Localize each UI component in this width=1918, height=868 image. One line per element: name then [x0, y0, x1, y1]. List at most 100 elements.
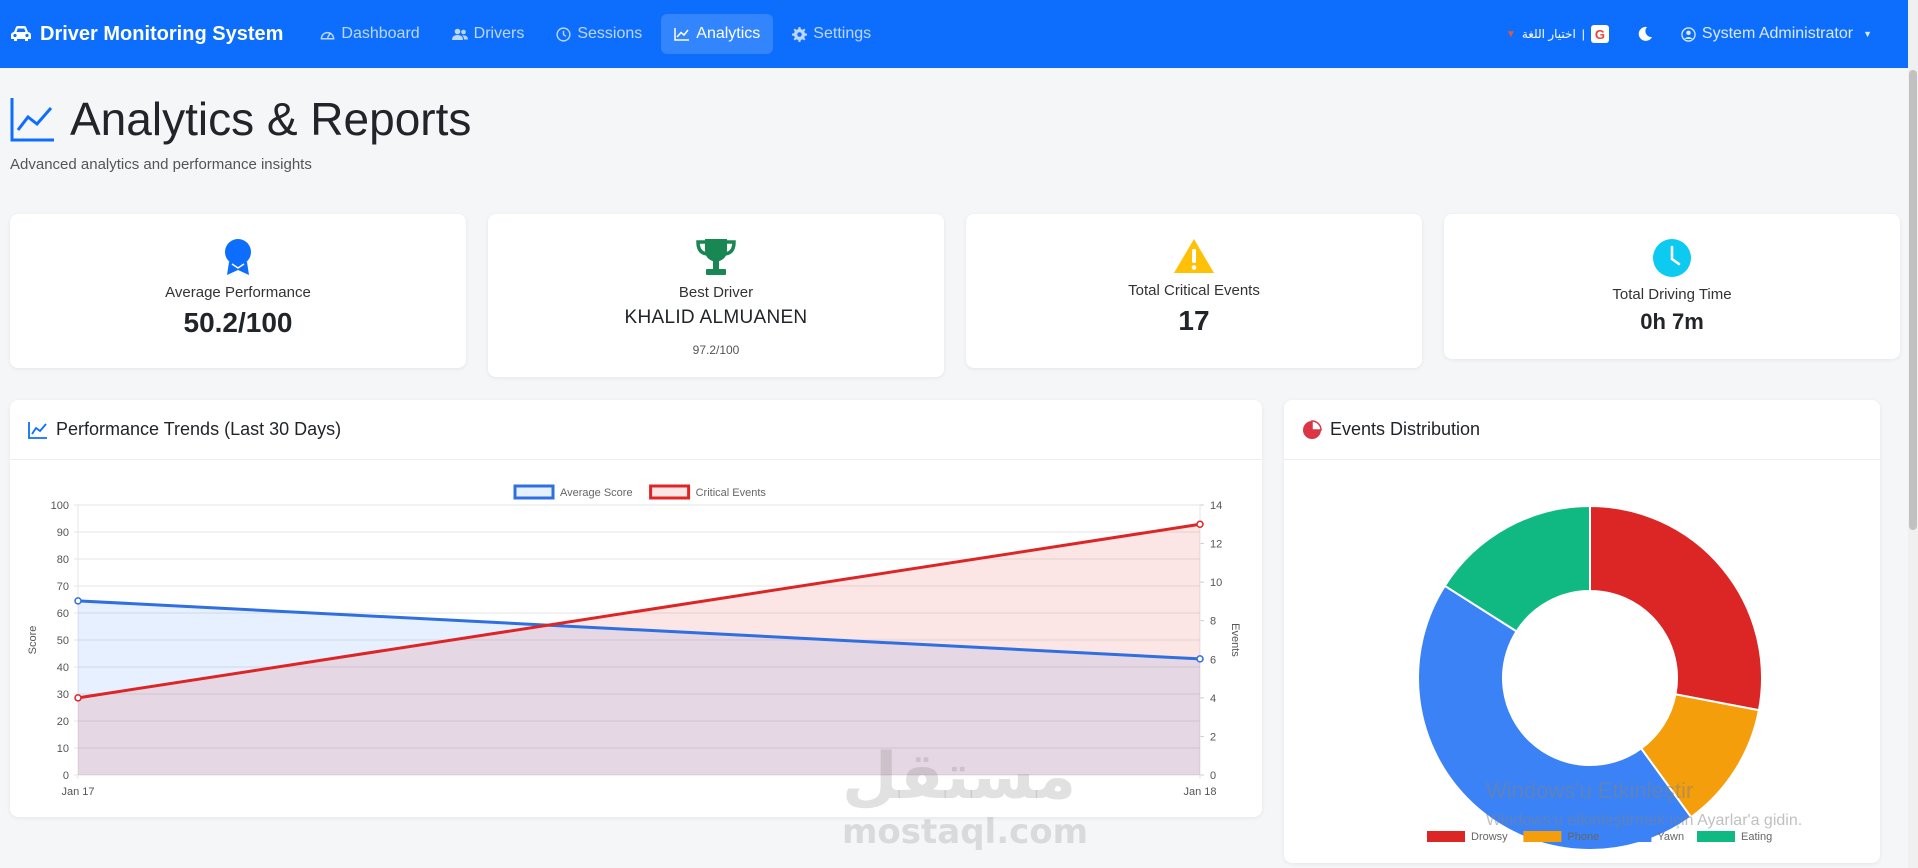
y-tick-label: 20: [57, 716, 69, 728]
card-title: Performance Trends (Last 30 Days): [56, 419, 342, 439]
legend-swatch: [1697, 831, 1735, 842]
data-point: [74, 694, 82, 702]
stat-value: KHALID ALMUANEN: [624, 307, 808, 328]
y-tick-label: 10: [57, 743, 69, 755]
main-nav: Dashboard Drivers Sessions Analytics Set…: [307, 14, 884, 54]
windows-activation-title: Windows'u Etkinleştir: [1486, 778, 1694, 803]
nav-drivers-label: Drivers: [473, 25, 525, 42]
y2-tick-label: 12: [1210, 539, 1222, 551]
chart-line-icon: [674, 28, 690, 41]
car-icon: [11, 26, 31, 41]
user-menu[interactable]: System Administrator ▼: [1681, 25, 1872, 43]
y-tick-label: 90: [57, 527, 69, 539]
y2-tick-label: 4: [1210, 693, 1216, 705]
page-scrollbar[interactable]: [1908, 0, 1918, 868]
users-icon: [451, 28, 468, 40]
nav-dashboard-label: Dashboard: [341, 25, 420, 42]
legend-swatch: [1523, 831, 1562, 842]
stat-note: 97.2/100: [692, 343, 740, 357]
caret-down-icon: ▼: [1863, 29, 1872, 39]
performance-trends-card: Performance Trends (Last 30 Days) 0 10 20 3…: [10, 400, 1262, 817]
y2-axis-label: Events: [1229, 623, 1241, 657]
nav-settings-label: Settings: [813, 25, 872, 42]
data-point: [74, 597, 82, 605]
legend-swatch: [513, 484, 555, 500]
stat-value: 50.2/100: [183, 307, 293, 338]
series-area: [78, 524, 1200, 775]
gear-icon: [792, 26, 808, 42]
page-title: Analytics & Reports: [10, 92, 471, 146]
y2-tick-label: 14: [1210, 500, 1222, 512]
nav-analytics-label: Analytics: [696, 25, 761, 42]
caret-down-icon: ▼: [1505, 28, 1516, 40]
user-label: System Administrator: [1701, 25, 1854, 42]
chart-line-icon: [10, 98, 54, 142]
stat-label: Average Performance: [165, 284, 311, 301]
series-area: [78, 600, 1200, 775]
y2-tick-label: 0: [1210, 770, 1216, 782]
brand-label: Driver Monitoring System: [40, 22, 284, 45]
series-line: [77, 599, 1201, 661]
legend-label: Eating: [1741, 831, 1772, 843]
y2-tick-label: 10: [1210, 577, 1222, 589]
stat-card-critical-events: Total Critical Events 17: [966, 214, 1422, 368]
scrollbar-thumb[interactable]: [1909, 70, 1917, 530]
pie-slice: [1589, 504, 1763, 712]
stat-card-driving-time: Total Driving Time 0h 7m: [1444, 214, 1900, 359]
clock-icon: [1653, 239, 1691, 277]
legend-label: Drowsy: [1471, 831, 1508, 843]
google-translate-icon: G: [1590, 25, 1609, 43]
pie-slice: [1443, 504, 1591, 633]
card-title: Events Distribution: [1330, 419, 1481, 439]
card-header: Performance Trends (Last 30 Days): [10, 400, 1262, 460]
gauge-icon: [321, 31, 335, 40]
top-navbar: Driver Monitoring System Dashboard Drive…: [0, 0, 1908, 68]
nav-right: ▼ اختيار اللغة | G System Administrator …: [1506, 25, 1872, 43]
nav-drivers[interactable]: Drivers: [439, 14, 538, 54]
pie-chart-icon: [1303, 419, 1322, 439]
legend-label: Average Score: [560, 487, 633, 499]
pie-slice: [1417, 584, 1693, 851]
language-label: اختيار اللغة: [1521, 27, 1576, 41]
stat-card-best-driver: Best Driver KHALID ALMUANEN 97.2/100: [488, 214, 944, 377]
nav-sessions-label: Sessions: [577, 25, 643, 42]
language-selector[interactable]: ▼ اختيار اللغة | G: [1506, 25, 1609, 43]
y-tick-label: 30: [57, 689, 69, 701]
nav-sessions[interactable]: Sessions: [543, 14, 655, 54]
divider: |: [1581, 27, 1585, 41]
legend-label: Yawn: [1657, 831, 1684, 843]
y2-tick-label: 8: [1210, 616, 1216, 628]
moon-icon[interactable]: [1637, 26, 1653, 42]
chart-line-icon: [28, 421, 47, 439]
performance-trends-chart[interactable]: 0 10 20 30 40 50 60 70 80 90 100 0 2 4 6 8 10 12 14 Jan 17 J…: [10, 460, 1262, 817]
brand[interactable]: Driver Monitoring System: [10, 23, 283, 46]
x-tick-label: Jan 17: [61, 786, 94, 798]
events-distribution-chart[interactable]: Drowsy Phone Yawn Eating: [1284, 460, 1880, 863]
stat-value: 0h 7m: [1640, 309, 1704, 334]
windows-activation-text: Windows'u etkinleştirmek için Ayarlar'a …: [1486, 812, 1803, 829]
y-tick-label: 0: [63, 770, 69, 782]
series-line: [77, 522, 1201, 700]
stat-card-average-performance: Average Performance 50.2/100: [10, 214, 466, 368]
y-tick-label: 100: [51, 500, 69, 512]
watermark-ar: مستقل: [842, 740, 1077, 814]
nav-analytics[interactable]: Analytics: [661, 14, 774, 54]
trophy-icon: [696, 239, 736, 275]
warning-icon: [1174, 239, 1214, 273]
y-tick-label: 50: [57, 635, 69, 647]
data-point: [1196, 655, 1204, 663]
y2-tick-label: 2: [1210, 731, 1216, 743]
stat-label: Total Critical Events: [1128, 282, 1260, 299]
legend-swatch: [649, 484, 691, 500]
award-icon: [225, 239, 251, 275]
stat-label: Total Driving Time: [1612, 286, 1732, 303]
events-distribution-card: Events Distribution Drowsy Phone Yawn Eatin…: [1284, 400, 1880, 863]
legend-swatch: [1613, 831, 1652, 842]
y-tick-label: 40: [57, 662, 69, 674]
card-header: Events Distribution: [1284, 400, 1880, 460]
y-tick-label: 80: [57, 554, 69, 566]
legend-swatch: [1427, 831, 1465, 842]
nav-dashboard[interactable]: Dashboard: [307, 14, 432, 54]
y-axis-label: Score: [27, 626, 39, 655]
nav-settings[interactable]: Settings: [779, 14, 884, 54]
